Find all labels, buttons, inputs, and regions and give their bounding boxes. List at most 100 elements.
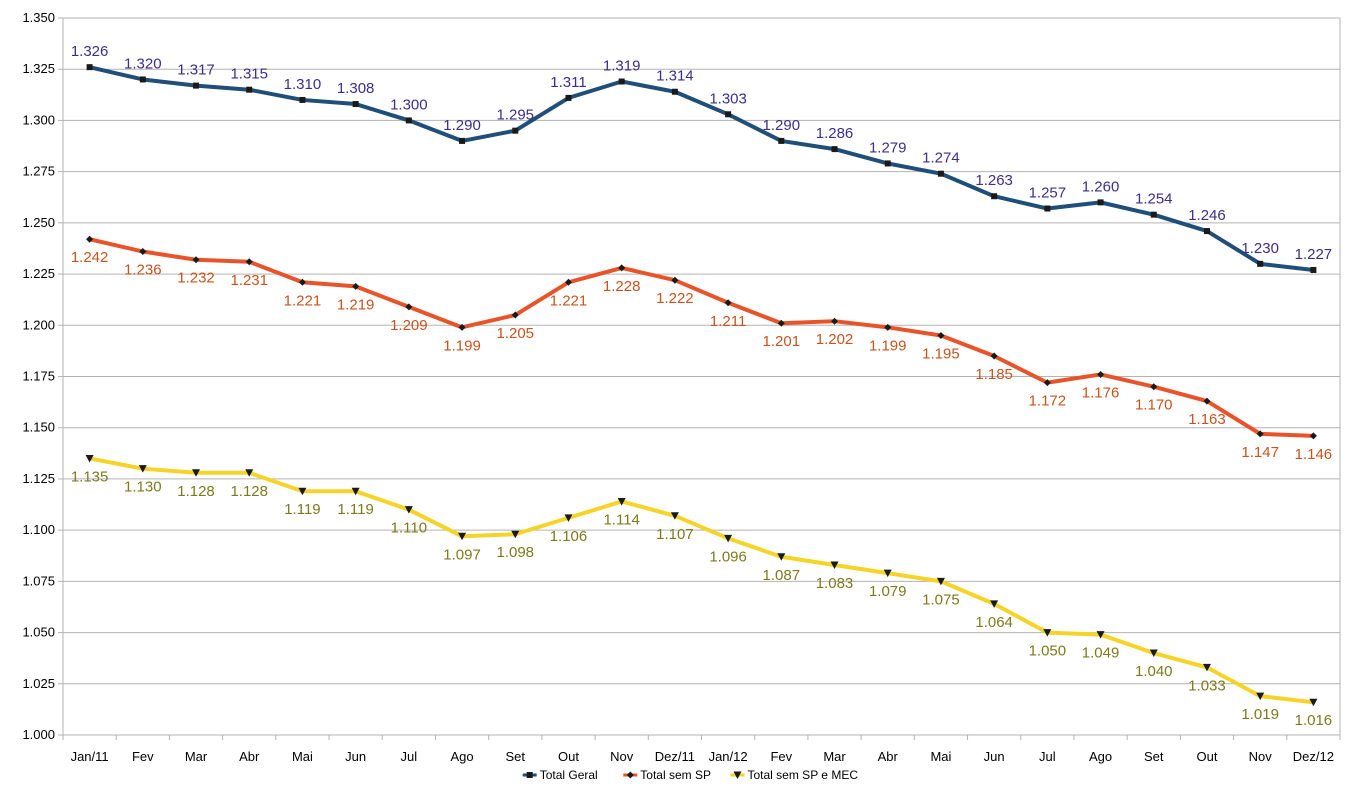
data-label: 1.128 xyxy=(230,483,268,500)
x-tick-label: Mai xyxy=(930,749,951,764)
y-tick-label: 1.025 xyxy=(22,676,55,691)
data-point-marker xyxy=(1097,199,1104,206)
x-tick-label: Ago xyxy=(1089,749,1112,764)
data-label: 1.303 xyxy=(709,90,747,107)
y-tick-label: 1.350 xyxy=(22,10,55,25)
data-point-marker xyxy=(936,577,945,586)
data-point-marker xyxy=(884,323,892,331)
y-tick-label: 1.125 xyxy=(22,471,55,486)
data-point-marker xyxy=(1203,397,1211,405)
x-tick-label: Jan/11 xyxy=(71,749,109,764)
y-tick-label: 1.100 xyxy=(22,522,55,537)
data-label: 1.147 xyxy=(1241,444,1279,461)
data-label: 1.075 xyxy=(922,591,960,608)
data-label: 1.311 xyxy=(550,74,586,91)
data-label: 1.146 xyxy=(1295,446,1333,463)
y-tick-label: 1.200 xyxy=(22,317,55,332)
data-label: 1.195 xyxy=(922,346,960,363)
data-point-marker xyxy=(937,332,945,340)
data-point-marker xyxy=(298,278,306,286)
data-label: 1.310 xyxy=(284,76,322,93)
data-label: 1.326 xyxy=(71,43,109,60)
data-point-marker xyxy=(404,506,413,514)
data-label: 1.221 xyxy=(284,292,322,309)
data-point-marker xyxy=(777,319,785,327)
legend-label: Total Geral xyxy=(540,768,598,782)
y-tick-label: 1.300 xyxy=(22,112,55,127)
data-point-marker xyxy=(564,278,572,286)
data-label: 1.236 xyxy=(124,262,162,279)
data-point-marker xyxy=(458,532,467,541)
y-tick-label: 1.150 xyxy=(22,420,55,435)
data-point-marker xyxy=(246,86,253,93)
x-tick-label: Out xyxy=(1196,749,1217,764)
data-point-marker xyxy=(193,82,200,89)
data-point-marker xyxy=(1202,663,1211,672)
data-label: 1.274 xyxy=(922,150,960,167)
data-point-marker xyxy=(1256,430,1264,438)
y-tick-label: 1.325 xyxy=(22,61,55,76)
data-label: 1.163 xyxy=(1188,411,1226,428)
data-point-marker xyxy=(138,465,147,473)
data-label: 1.106 xyxy=(550,528,588,545)
y-tick-label: 1.000 xyxy=(22,727,55,742)
data-point-marker xyxy=(777,553,786,561)
data-label: 1.040 xyxy=(1135,663,1173,680)
y-tick-label: 1.050 xyxy=(22,625,55,640)
data-label: 1.098 xyxy=(496,544,534,561)
data-point-marker xyxy=(1150,211,1157,218)
data-point-marker xyxy=(352,282,360,290)
data-label: 1.231 xyxy=(230,272,268,289)
data-label: 1.176 xyxy=(1082,384,1120,401)
data-point-marker xyxy=(671,88,678,95)
data-label: 1.246 xyxy=(1188,207,1226,224)
data-label: 1.308 xyxy=(337,80,375,97)
data-point-marker xyxy=(298,487,307,496)
data-label: 1.064 xyxy=(975,614,1013,631)
x-tick-label: Fev xyxy=(132,749,154,764)
x-tick-label: Nov xyxy=(1249,749,1273,764)
y-tick-label: 1.250 xyxy=(22,215,55,230)
series-1: 1.242 1.236 1.232 1.231 1.221 1.219 1.209 1.199… xyxy=(71,235,1333,463)
x-tick-label: Mar xyxy=(185,749,208,764)
data-label: 1.097 xyxy=(443,546,481,563)
data-label: 1.172 xyxy=(1029,393,1067,410)
x-axis-ticks: Jan/11 Fev Mar Abr Mai Jun Jul Ago Set Out Nov Dez/… xyxy=(71,749,1334,764)
data-point-marker xyxy=(1256,692,1265,701)
data-label: 1.320 xyxy=(124,55,162,72)
data-point-marker xyxy=(512,127,519,134)
data-point-marker xyxy=(458,323,466,331)
data-label: 1.263 xyxy=(975,172,1013,189)
data-label: 1.211 xyxy=(710,313,746,330)
data-label: 1.079 xyxy=(869,583,907,600)
chart-legend: Total Geral Total sem SP Total sem SP e ME… xyxy=(522,768,858,782)
legend-item-0: Total Geral xyxy=(522,768,598,782)
data-label: 1.300 xyxy=(390,96,428,113)
data-point-marker xyxy=(86,235,94,243)
data-point-marker xyxy=(1044,205,1051,212)
y-axis-ticks: 1.000 1.025 1.050 1.075 1.100 1.125 1.150 1.175… xyxy=(22,10,55,742)
data-label: 1.257 xyxy=(1029,185,1067,202)
data-point-marker xyxy=(511,530,520,539)
data-point-marker xyxy=(626,771,634,779)
data-label: 1.205 xyxy=(496,325,534,342)
data-label: 1.016 xyxy=(1295,712,1333,729)
x-tick-label: Abr xyxy=(239,749,260,764)
data-point-marker xyxy=(831,146,838,153)
data-point-marker xyxy=(733,771,742,779)
data-label: 1.286 xyxy=(816,125,854,142)
data-label: 1.228 xyxy=(603,278,641,295)
data-point-marker xyxy=(883,569,892,578)
y-tick-label: 1.075 xyxy=(22,573,55,588)
x-tick-label: Fev xyxy=(770,749,792,764)
data-point-marker xyxy=(351,487,360,496)
chart-series: 1.326 1.320 1.317 1.315 1.310 1.308 1.300 1.290… xyxy=(71,43,1332,729)
data-label: 1.242 xyxy=(71,249,109,266)
data-label: 1.290 xyxy=(763,117,801,134)
data-point-marker xyxy=(1257,260,1264,267)
data-label: 1.119 xyxy=(337,501,373,518)
data-label: 1.114 xyxy=(603,511,639,528)
y-tick-label: 1.225 xyxy=(22,266,55,281)
chart-grid xyxy=(58,17,1341,740)
